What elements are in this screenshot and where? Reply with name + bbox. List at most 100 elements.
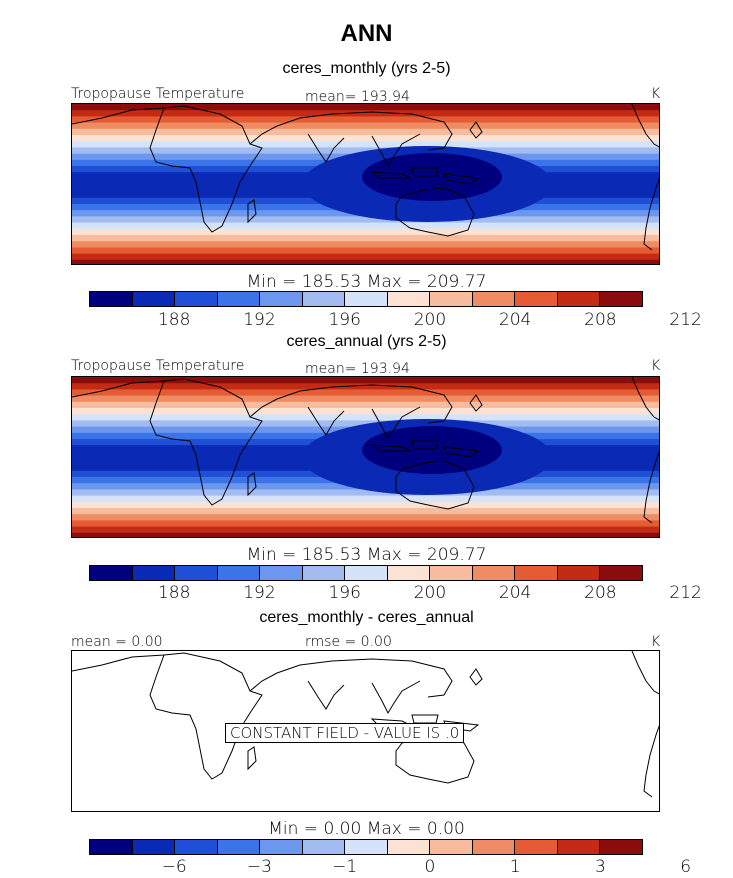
colorbar-tick-label: 6: [680, 857, 692, 877]
colorbar-swatch: [260, 566, 303, 580]
colorbar-swatch: [387, 840, 431, 854]
colorbar-tick-label: 192: [243, 583, 276, 603]
colorbar-tick-label: 188: [157, 310, 191, 330]
colorbar-tick-label: −6: [161, 857, 187, 877]
colorbar-tick-label: 1: [509, 857, 521, 877]
colorbar-swatch: [90, 566, 133, 580]
coastline: [443, 173, 480, 185]
colorbar-tick-label: 204: [498, 310, 532, 330]
coastline: [643, 178, 659, 251]
panel1-subtitle: ceres_monthly (yrs 2-5): [282, 60, 451, 77]
colorbar-tick-label: 208: [584, 310, 617, 330]
colorbar-tick-label: 196: [328, 583, 361, 603]
panel3-minmax: Min = 0.00 Max = 0.00: [268, 819, 465, 839]
colorbar-swatch: [600, 292, 642, 306]
panel3-subtitle: ceres_monthly - ceres_annual: [259, 609, 474, 626]
colorbar-tick-label: 212: [669, 310, 702, 330]
colorbar-swatch: [472, 566, 516, 580]
colorbar-swatch: [472, 840, 516, 854]
coastline: [307, 406, 345, 436]
colorbar-swatch: [430, 566, 473, 580]
coastline: [395, 187, 475, 237]
panel1-units: K: [651, 86, 661, 102]
coastline: [469, 121, 483, 139]
panel2-colorbar: [89, 565, 643, 581]
panel1-map: [71, 103, 660, 265]
coastline: [469, 668, 483, 686]
colorbar-tick-label: 196: [328, 310, 361, 330]
colorbar-swatch: [430, 292, 473, 306]
colorbar-swatch: [387, 292, 431, 306]
coastline: [411, 167, 439, 177]
colorbar-tick-label: 188: [157, 583, 191, 603]
coastline: [307, 680, 345, 710]
coastline: [371, 406, 421, 441]
colorbar-swatch: [387, 566, 431, 580]
colorbar-tick-label: −1: [332, 857, 358, 877]
panel3-colorbar-ticks: −6 −3 −1 0 1 3 6: [89, 857, 691, 877]
coastline: [247, 746, 257, 771]
panel1-colorbar: [89, 291, 643, 307]
colorbar-swatch: [515, 292, 558, 306]
coastline: [631, 104, 659, 148]
coastline: [247, 472, 257, 497]
coastline: [72, 654, 165, 672]
coastline: [72, 107, 165, 125]
panel2-mean-label: mean= 193.94: [305, 361, 410, 377]
colorbar-tick-label: −3: [246, 857, 272, 877]
colorbar-tick-label: 192: [243, 310, 276, 330]
colorbar-tick-label: 200: [413, 583, 447, 603]
colorbar-swatch: [345, 566, 388, 580]
colorbar-swatch: [472, 292, 516, 306]
panel1-field-label: Tropopause Temperature: [71, 86, 245, 102]
coastline: [249, 384, 453, 424]
coastline: [469, 394, 483, 412]
colorbar-swatch: [132, 566, 176, 580]
colorbar-swatch: [345, 292, 388, 306]
panel2-subtitle: ceres_annual (yrs 2-5): [286, 333, 447, 350]
colorbar-swatch: [600, 566, 642, 580]
coastline: [631, 651, 659, 695]
colorbar-swatch: [302, 292, 346, 306]
coastline: [149, 652, 263, 780]
panel2-minmax: Min = 185.53 Max = 209.77: [246, 545, 487, 565]
coastline: [249, 111, 453, 151]
colorbar-swatch: [557, 840, 601, 854]
colorbar-swatch: [175, 292, 218, 306]
colorbar-tick-label: 204: [498, 583, 532, 603]
panel1-mean-label: mean= 193.94: [305, 89, 410, 105]
colorbar-swatch: [175, 566, 218, 580]
colorbar-tick-label: 3: [594, 857, 606, 877]
panel3-colorbar: [89, 839, 643, 855]
colorbar-tick-label: 212: [669, 583, 702, 603]
colorbar-swatch: [260, 292, 303, 306]
coastline: [443, 446, 480, 458]
colorbar-swatch: [260, 840, 303, 854]
panel1-minmax: Min = 185.53 Max = 209.77: [246, 272, 487, 292]
panel2-field-label: Tropopause Temperature: [71, 358, 245, 374]
coastline: [149, 105, 263, 233]
panel2-units: K: [651, 358, 661, 374]
coastline: [370, 444, 411, 452]
colorbar-swatch: [175, 840, 218, 854]
colorbar-swatch: [132, 292, 176, 306]
coastline: [631, 377, 659, 421]
constant-field-note: CONSTANT FIELD - VALUE IS .0: [225, 723, 465, 743]
panel2-colorbar-ticks: 188 192 196 200 204 208 212: [89, 583, 702, 603]
coastline: [371, 680, 421, 715]
main-title: ANN: [340, 20, 393, 47]
panel3-rmse-label: rmse = 0.00: [305, 634, 392, 650]
colorbar-swatch: [132, 840, 176, 854]
coastline: [370, 171, 411, 179]
colorbar-swatch: [302, 566, 346, 580]
colorbar-swatch: [217, 566, 261, 580]
colorbar-swatch: [302, 840, 346, 854]
panel3-mean-label: mean = 0.00: [71, 634, 163, 650]
coastline: [72, 380, 165, 398]
colorbar-swatch: [90, 292, 133, 306]
coastline: [149, 378, 263, 506]
colorbar-tick-label: 200: [413, 310, 447, 330]
panel3-units: K: [651, 634, 661, 650]
coastline: [643, 725, 659, 798]
coastline: [411, 714, 439, 724]
